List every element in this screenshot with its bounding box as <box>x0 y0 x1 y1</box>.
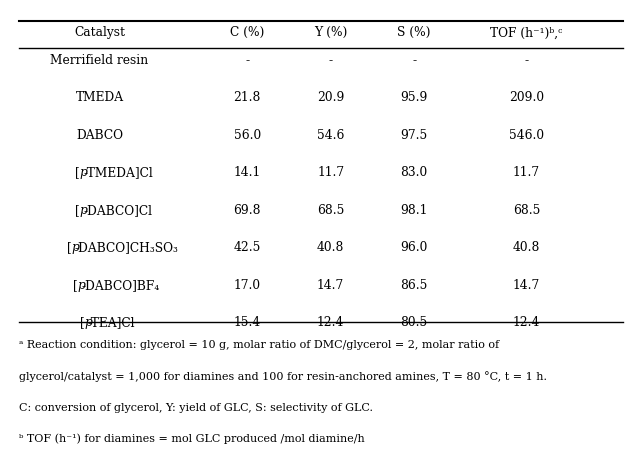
Text: 546.0: 546.0 <box>509 129 544 142</box>
Text: 40.8: 40.8 <box>317 241 344 254</box>
Text: -DABCO]Cl: -DABCO]Cl <box>83 204 153 217</box>
Text: p: p <box>78 279 85 292</box>
Text: p: p <box>71 241 79 254</box>
Text: 80.5: 80.5 <box>401 316 428 329</box>
Text: Y (%): Y (%) <box>314 27 347 39</box>
Text: -: - <box>525 54 528 67</box>
Text: p: p <box>80 166 88 179</box>
Text: -TMEDA]Cl: -TMEDA]Cl <box>83 166 153 179</box>
Text: TOF (h⁻¹)ᵇ,ᶜ: TOF (h⁻¹)ᵇ,ᶜ <box>490 27 562 39</box>
Text: [: [ <box>73 279 78 292</box>
Text: -DABCO]CH₃SO₃: -DABCO]CH₃SO₃ <box>75 241 178 254</box>
Text: [: [ <box>76 204 80 217</box>
Text: p: p <box>80 204 88 217</box>
Text: ᵇ TOF (h⁻¹) for diamines = mol GLC produced /mol diamine/h: ᵇ TOF (h⁻¹) for diamines = mol GLC produ… <box>19 434 365 444</box>
Text: [: [ <box>80 316 85 329</box>
Text: [: [ <box>76 166 80 179</box>
Text: 14.7: 14.7 <box>317 279 344 292</box>
Text: 14.7: 14.7 <box>513 279 540 292</box>
Text: 15.4: 15.4 <box>234 316 261 329</box>
Text: 11.7: 11.7 <box>513 166 540 179</box>
Text: glycerol/catalyst = 1,000 for diamines and 100 for resin-anchored amines, T = 80: glycerol/catalyst = 1,000 for diamines a… <box>19 372 547 383</box>
Text: 96.0: 96.0 <box>401 241 428 254</box>
Text: 12.4: 12.4 <box>513 316 540 329</box>
Text: -: - <box>412 54 416 67</box>
Text: C: conversion of glycerol, Y: yield of GLC, S: selectivity of GLC.: C: conversion of glycerol, Y: yield of G… <box>19 403 373 413</box>
Text: DABCO: DABCO <box>76 129 123 142</box>
Text: 68.5: 68.5 <box>513 204 540 217</box>
Text: 14.1: 14.1 <box>234 166 261 179</box>
Text: 56.0: 56.0 <box>234 129 261 142</box>
Text: 86.5: 86.5 <box>401 279 428 292</box>
Text: C (%): C (%) <box>230 27 265 39</box>
Text: 98.1: 98.1 <box>401 204 428 217</box>
Text: 97.5: 97.5 <box>401 129 428 142</box>
Text: -: - <box>245 54 249 67</box>
Text: Merrifield resin: Merrifield resin <box>50 54 149 67</box>
Text: 17.0: 17.0 <box>234 279 261 292</box>
Text: -: - <box>329 54 333 67</box>
Text: 20.9: 20.9 <box>317 91 344 104</box>
Text: TMEDA: TMEDA <box>76 91 123 104</box>
Text: -TEA]Cl: -TEA]Cl <box>88 316 135 329</box>
Text: 209.0: 209.0 <box>509 91 544 104</box>
Text: 11.7: 11.7 <box>317 166 344 179</box>
Text: 83.0: 83.0 <box>401 166 428 179</box>
Text: 95.9: 95.9 <box>401 91 428 104</box>
Text: p: p <box>84 316 92 329</box>
Text: 42.5: 42.5 <box>234 241 261 254</box>
Text: [: [ <box>67 241 71 254</box>
Text: 12.4: 12.4 <box>317 316 344 329</box>
Text: ᵃ Reaction condition: glycerol = 10 g, molar ratio of DMC/glycerol = 2, molar ra: ᵃ Reaction condition: glycerol = 10 g, m… <box>19 340 499 351</box>
Text: 54.6: 54.6 <box>317 129 344 142</box>
Text: Catalyst: Catalyst <box>74 27 125 39</box>
Text: S (%): S (%) <box>397 27 431 39</box>
Text: 68.5: 68.5 <box>317 204 344 217</box>
Text: -DABCO]BF₄: -DABCO]BF₄ <box>82 279 159 292</box>
Text: 21.8: 21.8 <box>234 91 261 104</box>
Text: 69.8: 69.8 <box>234 204 261 217</box>
Text: 40.8: 40.8 <box>513 241 540 254</box>
